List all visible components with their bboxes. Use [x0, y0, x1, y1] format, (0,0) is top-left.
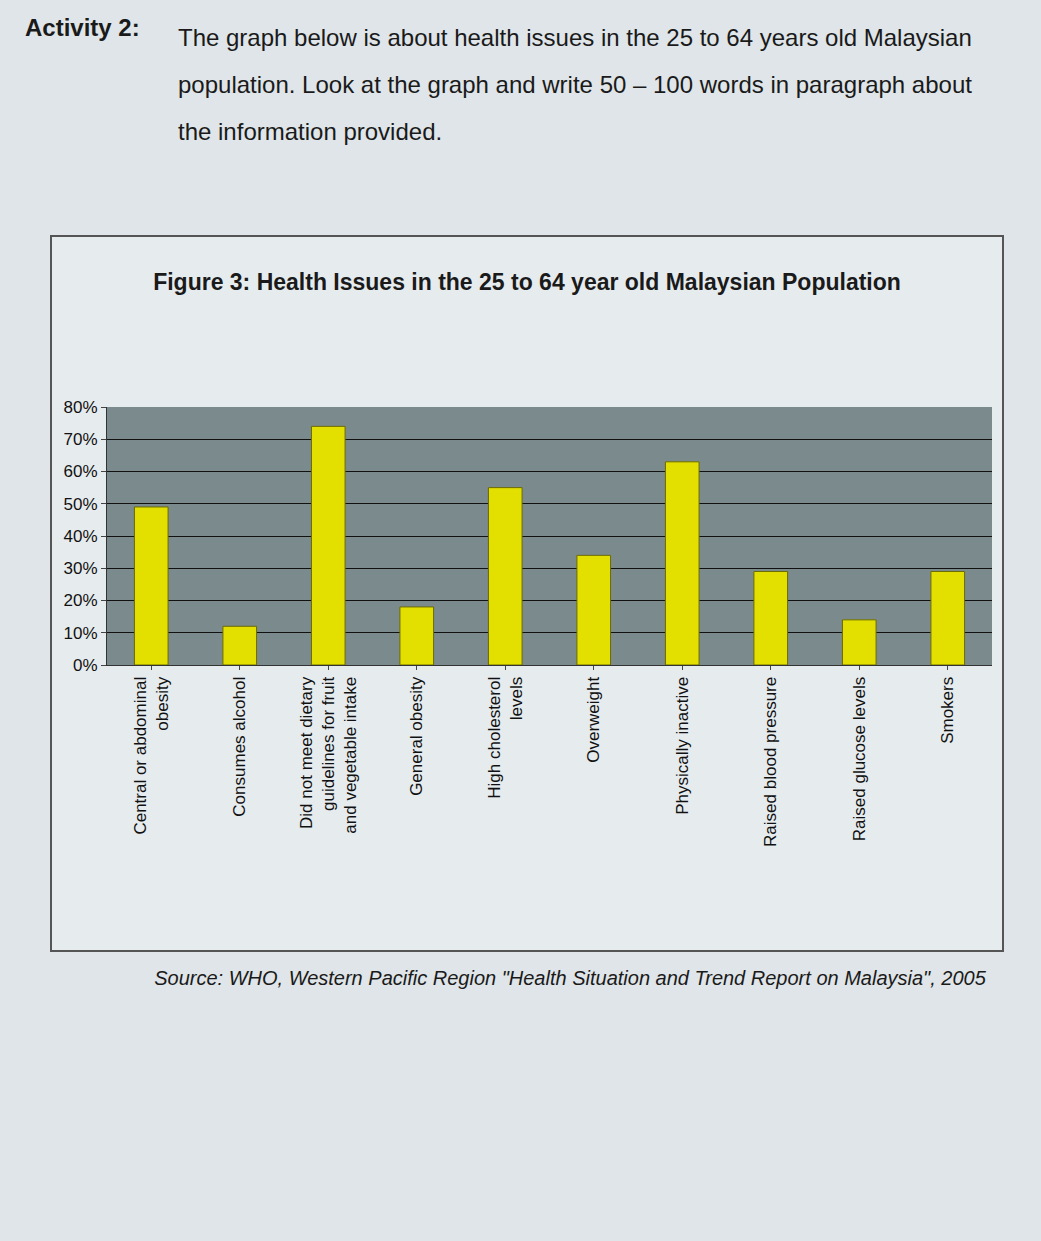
svg-text:0%: 0% [73, 656, 98, 675]
svg-text:60%: 60% [64, 462, 98, 481]
svg-text:40%: 40% [64, 527, 98, 546]
svg-text:General obesity: General obesity [407, 676, 426, 796]
html-text:Figure 3: Health Issues in the: Figure 3: Health Issues in the 25 to 64 … [153, 269, 901, 295]
svg-text:Central or abdominalobesity: Central or abdominalobesity [131, 676, 172, 834]
svg-text:50%: 50% [64, 495, 98, 514]
svg-text:70%: 70% [64, 430, 98, 449]
svg-text:Overweight: Overweight [584, 677, 603, 763]
svg-text:Raised blood pressure: Raised blood pressure [761, 677, 780, 847]
svg-text:Smokers: Smokers [938, 677, 957, 744]
svg-text:High cholesterollevels: High cholesterollevels [485, 677, 526, 799]
svg-text:Consumes alcohol: Consumes alcohol [230, 677, 249, 817]
svg-text:10%: 10% [64, 624, 98, 643]
svg-text:20%: 20% [64, 591, 98, 610]
svg-text:30%: 30% [64, 559, 98, 578]
html-text:Activity 2:: Activity 2: [25, 14, 140, 41]
html-text:Source: WHO, Western Pacific R: Source: WHO, Western Pacific Region "Hea… [154, 967, 986, 989]
html-text:The graph below is about healt: The graph below is about health issues i… [178, 24, 972, 145]
svg-text:Raised glucose levels: Raised glucose levels [850, 677, 869, 841]
svg-text:80%: 80% [64, 398, 98, 417]
svg-text:Did not meet dietaryguidelines: Did not meet dietaryguidelines for fruit… [297, 676, 360, 833]
svg-text:Physically inactive: Physically inactive [673, 677, 692, 815]
